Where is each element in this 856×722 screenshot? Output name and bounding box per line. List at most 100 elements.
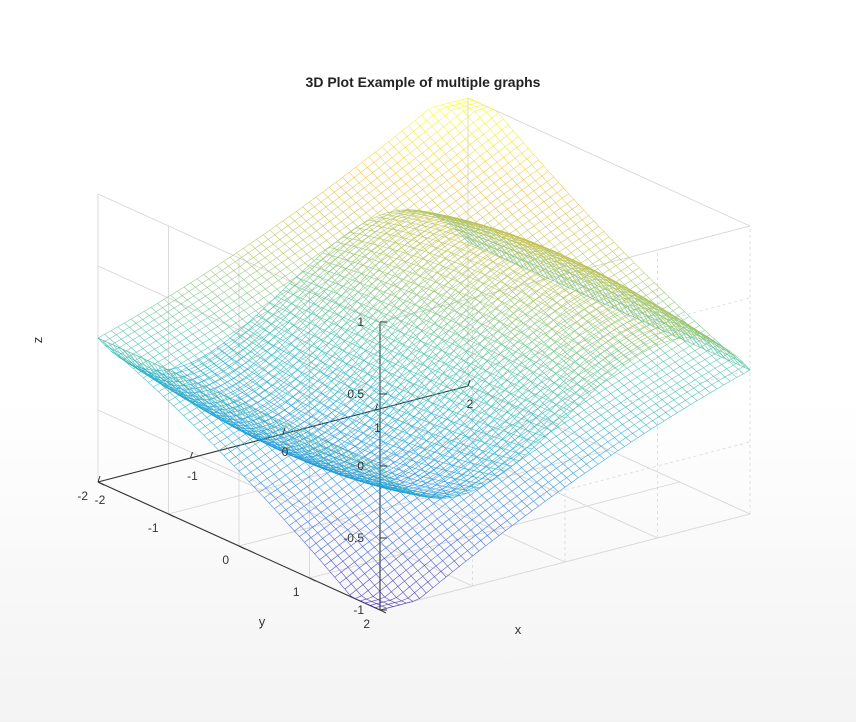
mesh-line bbox=[612, 446, 619, 452]
mesh-line bbox=[247, 353, 254, 359]
mesh-line bbox=[402, 339, 410, 345]
mesh-line bbox=[200, 417, 208, 422]
mesh-line bbox=[381, 292, 388, 299]
mesh-line bbox=[310, 299, 316, 305]
mesh-line bbox=[205, 426, 211, 432]
mesh-line bbox=[447, 354, 453, 361]
mesh-line bbox=[273, 275, 279, 281]
mesh-line bbox=[412, 178, 418, 185]
mesh-line bbox=[431, 120, 439, 127]
mesh-line bbox=[268, 399, 276, 405]
mesh-line bbox=[578, 234, 586, 240]
mesh-line bbox=[530, 381, 536, 387]
mesh-line bbox=[501, 167, 508, 174]
mesh-line bbox=[197, 308, 203, 314]
mesh-line bbox=[355, 305, 363, 311]
mesh-line bbox=[245, 266, 253, 271]
mesh-line bbox=[612, 415, 618, 421]
mesh-line bbox=[562, 232, 568, 239]
mesh-line bbox=[426, 473, 433, 480]
mesh-line bbox=[119, 343, 127, 348]
mesh-line bbox=[400, 492, 406, 498]
mesh-line bbox=[303, 471, 310, 478]
mesh-line bbox=[502, 199, 510, 205]
mesh-line bbox=[390, 553, 397, 560]
mesh-line bbox=[401, 416, 407, 422]
mesh-line bbox=[261, 239, 269, 245]
mesh-line bbox=[658, 416, 665, 422]
mesh-line bbox=[306, 419, 312, 426]
mesh-line bbox=[646, 386, 653, 392]
mesh-line bbox=[354, 598, 361, 602]
mesh-line bbox=[512, 214, 518, 221]
mesh-line bbox=[501, 162, 509, 169]
mesh-line bbox=[313, 281, 319, 287]
mesh-line bbox=[528, 496, 534, 502]
mesh-line bbox=[545, 226, 552, 233]
mesh-line bbox=[364, 217, 372, 223]
mesh-line bbox=[235, 456, 241, 462]
mesh-line bbox=[510, 500, 516, 507]
mesh-line bbox=[538, 337, 544, 343]
mesh-line bbox=[329, 187, 335, 193]
mesh-line bbox=[652, 420, 658, 426]
mesh-line bbox=[314, 553, 320, 560]
mesh-line bbox=[384, 274, 391, 280]
mesh-line bbox=[322, 538, 329, 545]
mesh-line bbox=[424, 385, 430, 391]
mesh-line bbox=[208, 278, 214, 284]
mesh-line bbox=[352, 359, 358, 365]
mesh-line bbox=[560, 207, 566, 214]
mesh-line bbox=[260, 345, 267, 351]
mesh-line bbox=[513, 515, 520, 521]
mesh-line bbox=[394, 569, 400, 576]
mesh-line bbox=[422, 538, 428, 545]
mesh-line bbox=[448, 200, 456, 207]
mesh-line bbox=[195, 312, 203, 318]
mesh-line bbox=[364, 573, 370, 580]
mesh-line bbox=[382, 568, 389, 576]
mesh-line bbox=[311, 420, 319, 426]
mesh-line bbox=[626, 368, 633, 374]
mesh-line bbox=[482, 177, 489, 183]
mesh-line bbox=[290, 342, 297, 348]
mesh-line bbox=[306, 216, 314, 222]
mesh-line bbox=[443, 549, 450, 556]
mesh-line bbox=[605, 358, 611, 364]
mesh-line bbox=[223, 292, 230, 298]
mesh-line bbox=[388, 141, 395, 148]
mesh-line bbox=[221, 265, 229, 271]
mesh-line bbox=[419, 204, 427, 210]
mesh-line bbox=[255, 472, 263, 478]
mesh-line bbox=[306, 249, 314, 255]
mesh-line bbox=[324, 416, 331, 422]
mesh-line bbox=[370, 387, 377, 393]
mesh-line bbox=[164, 387, 171, 393]
mesh-line bbox=[623, 415, 630, 421]
mesh-line bbox=[279, 271, 286, 277]
mesh-line bbox=[460, 170, 466, 177]
mesh-line bbox=[277, 350, 283, 357]
mesh-line bbox=[234, 331, 240, 337]
mesh-line bbox=[430, 169, 438, 175]
mesh-line bbox=[260, 478, 268, 483]
mesh-line bbox=[353, 177, 360, 183]
mesh-line bbox=[435, 179, 441, 186]
mesh-line bbox=[595, 441, 602, 447]
mesh-line bbox=[507, 208, 513, 215]
mesh-line bbox=[422, 189, 428, 196]
mesh-line bbox=[262, 472, 268, 479]
mesh-line bbox=[513, 168, 519, 175]
mesh-line bbox=[469, 292, 476, 298]
mesh-line bbox=[503, 471, 509, 478]
mesh-line bbox=[308, 308, 315, 314]
mesh-line bbox=[159, 324, 165, 329]
mesh-line bbox=[377, 599, 384, 603]
mesh-line bbox=[466, 446, 472, 453]
mesh-line bbox=[378, 515, 385, 522]
mesh-line bbox=[582, 219, 588, 226]
mesh-line bbox=[313, 244, 320, 250]
mesh-line bbox=[420, 163, 426, 170]
mesh-line bbox=[232, 305, 240, 311]
mesh-line bbox=[669, 297, 675, 303]
